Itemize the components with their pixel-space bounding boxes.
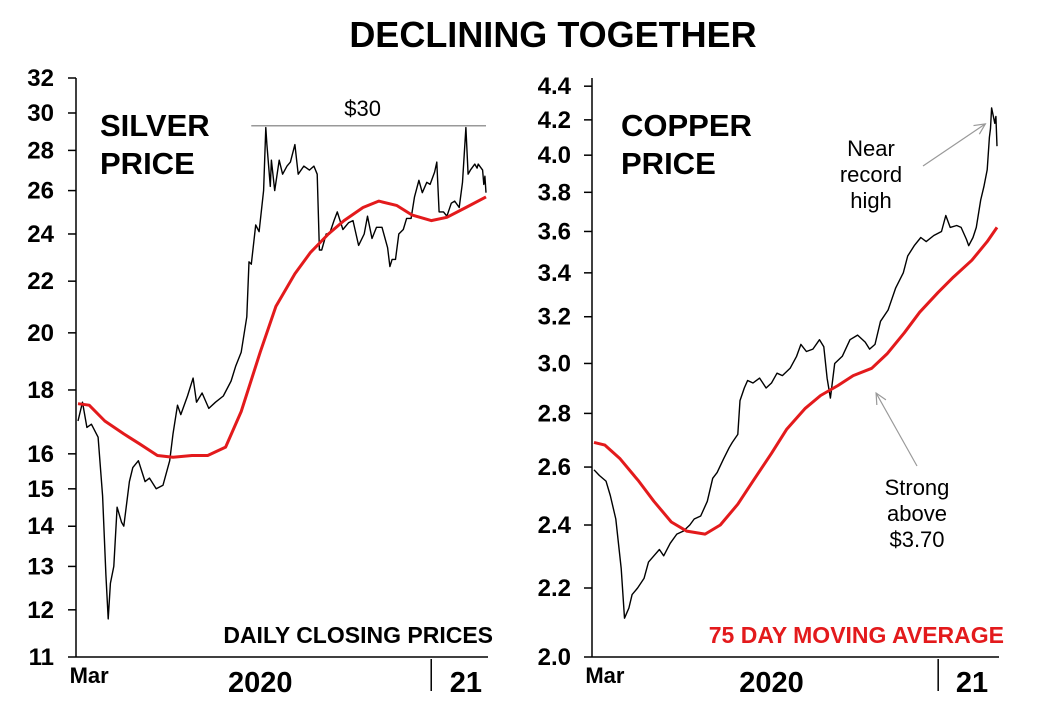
- copper-xtick-label: 21: [956, 667, 988, 699]
- silver-ytick-label: 11: [29, 644, 54, 671]
- copper-ytick-label: 4.0: [538, 142, 571, 169]
- copper-ytick-label: 2.6: [538, 454, 571, 481]
- copper-ytick-label: 4.2: [538, 107, 571, 134]
- copper-xtick-label: 2020: [739, 667, 804, 699]
- copper-ytick-label: 2.2: [538, 575, 571, 602]
- silver-ytick-label: 14: [27, 513, 54, 540]
- silver-label-line-1: SILVER: [100, 108, 210, 143]
- silver-ytick-label: 15: [27, 476, 54, 503]
- copper-ytick-label: 4.4: [538, 73, 572, 100]
- copper-series: [593, 107, 999, 619]
- copper-ytick-label: 3.8: [538, 179, 571, 206]
- silver-ytick-label: 28: [27, 137, 54, 164]
- copper-ytick-label: 3.0: [538, 350, 571, 377]
- silver-price-line: [77, 126, 487, 620]
- copper-annotation-arrow: [922, 123, 986, 167]
- silver-moving-average-line: [77, 195, 487, 459]
- silver-ytick-label: 16: [27, 441, 54, 468]
- copper-annotation-text: Strong: [885, 475, 950, 500]
- chart-title: DECLINING TOGETHER: [349, 14, 756, 55]
- copper-ytick-label: 2.4: [538, 512, 572, 539]
- copper-annotation-arrowhead: [875, 391, 887, 406]
- silver-ytick-label: 18: [27, 377, 54, 404]
- silver-y-axis: 11 12 13 14 15 16 18 20 22 24 26 28 30 32: [27, 65, 77, 671]
- copper-label-line-2: PRICE: [621, 146, 716, 181]
- copper-annotation-text: high: [850, 188, 892, 213]
- silver-series: [77, 126, 487, 620]
- silver-ytick-label: 30: [27, 100, 54, 127]
- copper-price-line: [593, 107, 998, 619]
- copper-ytick-label: 3.4: [538, 260, 572, 287]
- copper-moving-average-line: [593, 226, 999, 536]
- silver-reference-label: $30: [344, 96, 381, 121]
- copper-ytick-label: 2.0: [538, 644, 571, 671]
- copper-label-line-1: COPPER: [621, 108, 752, 143]
- silver-footer: DAILY CLOSING PRICES: [223, 622, 493, 648]
- copper-ytick-label: 3.6: [538, 218, 571, 245]
- copper-x-axis: Mar 2020 21: [585, 656, 999, 699]
- copper-panel: 2.02.22.42.62.83.03.23.43.63.84.04.24.4 …: [538, 73, 1004, 699]
- copper-annotation-text: Near: [847, 136, 895, 161]
- silver-xtick-label: 2020: [228, 667, 293, 699]
- silver-ytick-label: 20: [27, 320, 54, 347]
- copper-annotation-text: record: [840, 162, 902, 187]
- silver-x-axis: Mar 2020 21: [70, 656, 488, 699]
- copper-xtick-label: Mar: [585, 663, 625, 688]
- silver-xtick-label: 21: [450, 667, 482, 699]
- silver-xtick-label: Mar: [70, 663, 110, 688]
- copper-ytick-label: 3.2: [538, 304, 571, 331]
- copper-annotation-text: $3.70: [889, 527, 944, 552]
- copper-annotation-arrow: [875, 392, 918, 467]
- copper-y-axis: 2.0 2.2 2.4 2.6 2.8 3.0 3.2 3.4 3.6 3.8 4.0 4.2 4.4: [538, 73, 593, 671]
- copper-annotation-arrowhead: [973, 123, 987, 135]
- silver-reference: $30: [251, 96, 486, 127]
- silver-ytick-label: 24: [27, 221, 54, 248]
- silver-label-line-2: PRICE: [100, 146, 195, 181]
- copper-ytick-label: 2.8: [538, 400, 571, 427]
- silver-ytick-label: 13: [27, 553, 54, 580]
- silver-ytick-label: 26: [27, 178, 54, 205]
- copper-annotation-text: above: [887, 501, 947, 526]
- copper-footer: 75 DAY MOVING AVERAGE: [709, 622, 1004, 648]
- silver-ytick-label: 32: [27, 65, 54, 92]
- silver-ytick-label: 12: [27, 597, 54, 624]
- silver-ytick-label: 22: [27, 268, 54, 295]
